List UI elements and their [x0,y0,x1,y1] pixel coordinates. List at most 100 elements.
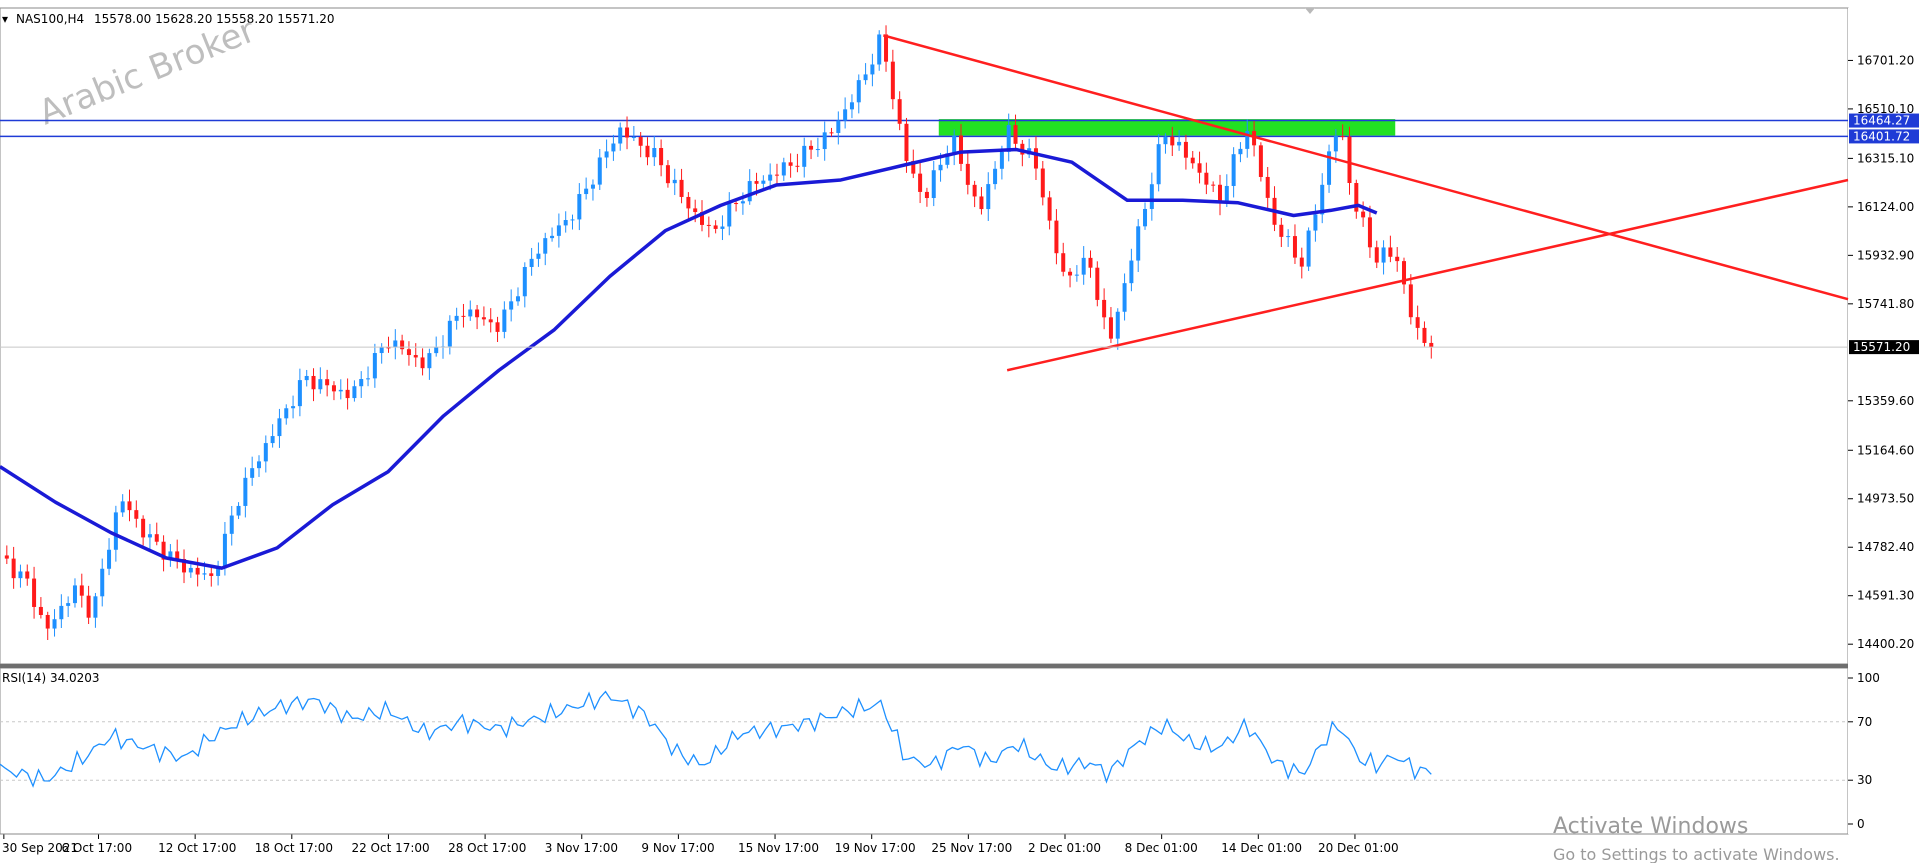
candle-body [815,149,820,151]
candle-body [72,585,77,604]
price-pane[interactable] [0,7,1849,665]
candle-body [277,418,282,437]
candle-body [318,379,323,390]
candle-body [1183,141,1188,158]
candle-body [250,468,255,478]
moving-average [0,147,1378,570]
candle-body [536,253,541,259]
candle-body [1231,154,1236,186]
candle-body [822,132,827,150]
candle-body [590,184,595,189]
time-tick-label: 22 Oct 17:00 [351,841,429,855]
candle-body [1054,220,1059,254]
candle-body [263,443,268,462]
candle-body [768,174,773,181]
candle-body [25,571,30,579]
rsi-tick-label: 0 [1857,817,1865,831]
candle-body [1320,184,1325,215]
candle-body [713,225,718,229]
price-tick-label: 16701.20 [1857,53,1914,67]
candle-body [1238,148,1243,155]
candle-body [1115,311,1120,339]
candle-body [631,137,636,139]
candle-body [706,224,711,226]
candle-body [1136,226,1141,261]
candle-body [1422,327,1427,343]
candle-body [897,99,902,124]
candle-body [86,595,91,618]
time-tick-label: 18 Oct 17:00 [255,841,333,855]
candle-body [856,80,861,103]
candle-body [1204,172,1209,185]
candle-body [168,551,173,560]
candle-body [338,389,343,392]
candle-body [986,184,991,210]
candle-body [999,151,1004,169]
candle-body [924,191,929,199]
candle-body [325,379,330,386]
candle-body [659,147,664,166]
candle-body [1340,136,1345,138]
current-price-label: 15571.20 [1853,340,1910,354]
rsi-pane[interactable] [0,667,1849,835]
candle-body [1108,317,1113,339]
candle-body [420,357,425,369]
candle-body [1217,184,1222,204]
rsi-label: RSI(14) 34.0203 [2,671,100,685]
candle-body [686,196,691,209]
candle-body [1374,247,1379,263]
candle-body [570,219,575,221]
candle-body [611,143,616,152]
candle-body [543,238,548,254]
rsi-tick-label: 30 [1857,773,1872,787]
current-price-box [1849,340,1919,355]
candle-body [522,266,527,297]
candle-body [182,559,187,573]
candle-body [45,614,50,629]
candle-body [1177,141,1182,146]
candle-body [38,606,43,615]
pane-separator[interactable] [0,664,1848,668]
candle-body [563,220,568,226]
candle-body [700,212,705,225]
candle-body [52,619,57,629]
time-tick-label: 20 Dec 01:00 [1318,841,1399,855]
candle-body [1224,185,1229,204]
candle-body [1197,163,1202,173]
time-tick-label: 15 Nov 17:00 [738,841,819,855]
candle-body [556,225,561,236]
candle-body [1190,157,1195,164]
current-price-line: 15571.20 [0,340,1919,355]
candles [4,25,1434,641]
trendlines[interactable] [883,34,1849,372]
price-tick-label: 14782.40 [1857,540,1914,554]
chart-collapse-icon[interactable]: ▾ [2,12,8,26]
price-axis[interactable] [1848,8,1920,834]
candle-body [311,375,316,390]
candle-body [331,385,336,392]
activate-windows-subtitle: Go to Settings to activate Windows. [1553,845,1840,863]
candle-body [618,127,623,144]
candle-body [788,162,793,166]
candle-body [1381,247,1386,263]
candle-body [4,555,9,559]
candle-body [1402,261,1407,285]
candle-body [945,153,950,165]
candle-body [829,132,834,134]
rsi-tick-label: 70 [1857,715,1872,729]
moving-average-line [0,147,1378,570]
candle-body [393,340,398,348]
candle-body [774,174,779,176]
time-tick-label: 19 Nov 17:00 [835,841,916,855]
candle-body [958,135,963,164]
candle-body [1081,257,1086,275]
candle-body [216,568,221,576]
candle-body [107,549,112,569]
candle-body [454,315,459,321]
candle-body [202,573,207,575]
candle-body [1347,136,1352,184]
candle-body [870,64,875,75]
price-tick-label: 15741.80 [1857,297,1914,311]
